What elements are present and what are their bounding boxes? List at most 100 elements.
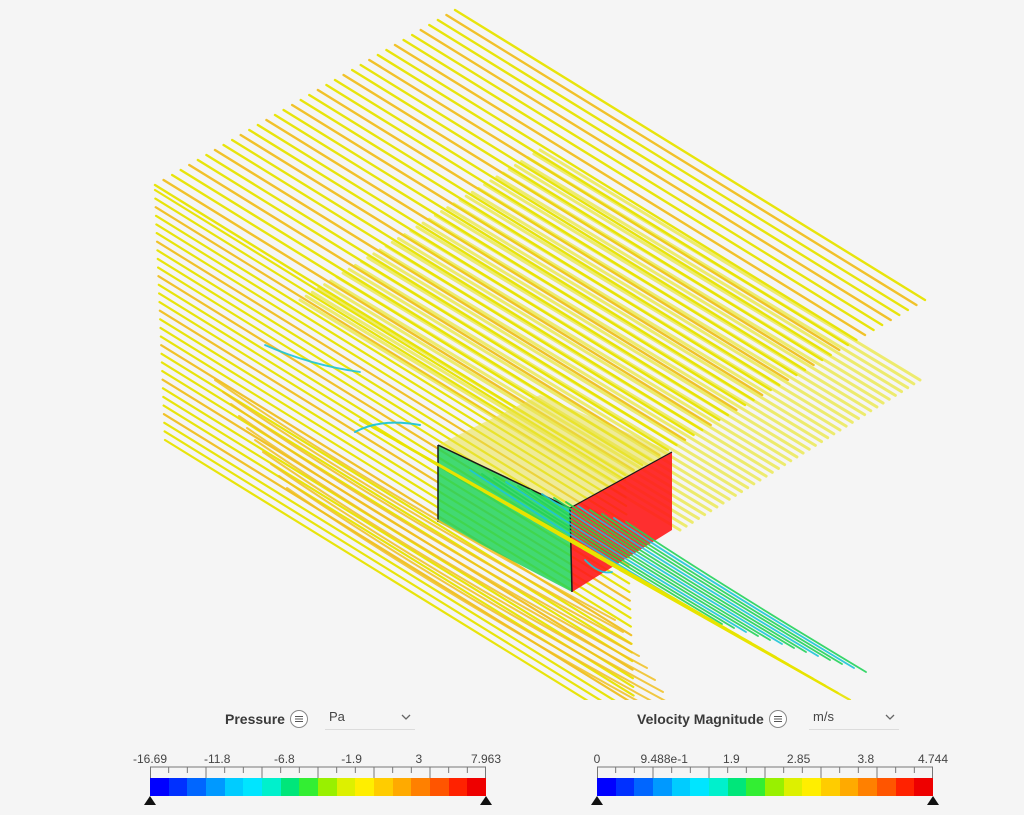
- tick-label: 0: [593, 752, 601, 766]
- streamline: [436, 18, 910, 312]
- streamline: [489, 179, 873, 413]
- tick-label: 1.9: [723, 752, 740, 766]
- tick-label: -6.8: [274, 752, 295, 766]
- streamline: [366, 256, 750, 490]
- streamline: [428, 23, 901, 317]
- velocity-tick-labels: 0 9.488e-1 1.9 2.85 3.8 4.744: [593, 752, 948, 768]
- building-edge: [569, 507, 573, 593]
- color-swatch: [765, 778, 784, 796]
- color-swatch: [690, 778, 710, 796]
- streamline: [396, 236, 780, 470]
- streamline: [458, 198, 842, 432]
- color-swatch: [746, 778, 766, 796]
- tick-label: 2.85: [786, 752, 811, 766]
- streamline: [359, 63, 832, 357]
- streamline: [427, 217, 811, 451]
- streamline: [403, 233, 787, 467]
- velocity-unit-select[interactable]: m/s: [809, 704, 899, 730]
- streamline: [625, 521, 867, 673]
- streamline: [402, 38, 875, 332]
- streamline: [264, 344, 361, 373]
- list-icon: [773, 716, 782, 722]
- color-swatch: [615, 778, 635, 796]
- streamline: [161, 369, 634, 663]
- streamline: [495, 175, 879, 409]
- color-swatch: [634, 778, 654, 796]
- streamline: [452, 202, 836, 436]
- color-swatch: [168, 778, 188, 796]
- pressure-tick-labels: -16.69 -11.8 -6.8 -1.9 3 7.963: [133, 752, 501, 768]
- streamline: [410, 33, 884, 327]
- streamline: [470, 190, 854, 424]
- color-swatch: [430, 778, 449, 796]
- streamline: [384, 244, 768, 478]
- color-swatch: [895, 778, 915, 796]
- streamline: [433, 213, 817, 447]
- streamline: [390, 240, 774, 474]
- streamline: [505, 481, 747, 633]
- streamline: [372, 252, 756, 486]
- velocity-min-handle[interactable]: [591, 796, 603, 805]
- list-icon: [294, 716, 303, 722]
- streamline: [565, 501, 807, 653]
- streamline: [538, 148, 922, 382]
- streamline: [254, 439, 656, 681]
- pressure-ruler: [150, 766, 486, 778]
- streamline: [270, 463, 666, 700]
- streamline: [333, 78, 807, 372]
- color-swatch: [150, 778, 169, 796]
- color-swatch: [839, 778, 859, 796]
- velocity-max-handle[interactable]: [927, 796, 939, 805]
- streamline: [188, 163, 661, 457]
- pressure-legend-title: Pressure: [225, 711, 285, 727]
- streamline: [553, 497, 795, 649]
- color-swatch: [467, 778, 487, 796]
- color-swatch: [299, 778, 319, 796]
- pressure-legend-menu-button[interactable]: [289, 710, 308, 728]
- streamline: [163, 438, 589, 700]
- velocity-legend-menu-button[interactable]: [768, 710, 787, 728]
- streamline: [239, 133, 712, 427]
- color-swatch: [802, 778, 822, 796]
- streamline: [501, 171, 885, 405]
- streamline: [453, 8, 927, 302]
- streamline: [409, 229, 793, 463]
- color-swatch: [727, 778, 747, 796]
- color-swatch: [914, 778, 934, 796]
- streamline: [214, 379, 616, 621]
- streamlines-front: [214, 344, 867, 700]
- chevron-down-icon: [401, 714, 411, 720]
- streamline: [360, 260, 744, 494]
- streamline: [393, 43, 867, 337]
- color-swatch: [243, 778, 263, 796]
- streamline: [532, 152, 916, 386]
- tick-label: -1.9: [341, 752, 362, 766]
- streamline: [520, 160, 904, 394]
- color-swatch: [280, 778, 300, 796]
- color-swatch: [858, 778, 878, 796]
- simulation-viewport[interactable]: [0, 0, 1024, 700]
- velocity-legend-header: Velocity Magnitude: [637, 706, 787, 732]
- streamline: [262, 451, 664, 693]
- streamline: [353, 263, 737, 497]
- streamline: [265, 118, 738, 412]
- color-swatch: [318, 778, 337, 796]
- color-swatch: [262, 778, 281, 796]
- pressure-unit-select[interactable]: Pa: [325, 704, 415, 730]
- pressure-unit-value: Pa: [329, 709, 345, 724]
- pressure-min-handle[interactable]: [144, 796, 156, 805]
- streamline: [354, 421, 421, 433]
- color-swatch: [224, 778, 244, 796]
- building-left-face: [438, 445, 572, 592]
- pressure-max-handle[interactable]: [480, 796, 492, 805]
- streamline: [440, 210, 824, 444]
- streamline: [613, 517, 855, 669]
- pressure-legend-header: Pressure: [225, 706, 308, 732]
- color-swatch: [877, 778, 896, 796]
- tick-label: -11.8: [203, 752, 231, 766]
- streamline: [246, 427, 648, 669]
- streamline: [238, 415, 640, 657]
- color-swatch: [783, 778, 803, 796]
- color-swatch: [374, 778, 393, 796]
- color-swatch: [336, 778, 356, 796]
